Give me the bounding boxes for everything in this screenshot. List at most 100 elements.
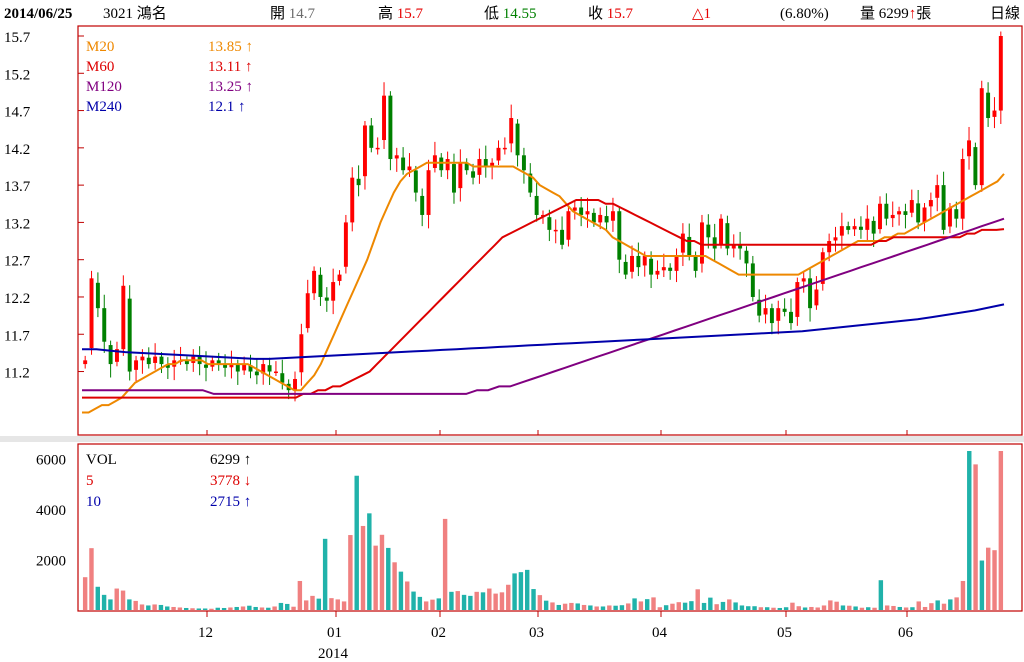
candle-body (134, 360, 139, 370)
price-tick-label: 11.7 (4, 328, 30, 344)
legend-name-m60: M60 (86, 59, 114, 75)
volume-bar (771, 607, 776, 610)
candle-body (858, 226, 863, 230)
x-tick-label: 12 (198, 625, 213, 641)
volume-bar (676, 602, 681, 610)
volume-bar (670, 603, 675, 610)
header-date: 2014/06/25 (4, 6, 73, 22)
vol-legend-value: 2715 ↑ (210, 494, 251, 510)
candle-body (153, 356, 158, 363)
volume-bar (411, 591, 416, 610)
x-tick-label: 06 (898, 625, 914, 641)
volume-bar (720, 601, 726, 610)
volume-tick-label: 4000 (36, 503, 66, 519)
candle-body (903, 211, 908, 215)
candle-body (184, 360, 189, 365)
candle-body (884, 203, 889, 219)
volume-bar (891, 605, 896, 610)
candle-body (305, 293, 310, 329)
candle-body (941, 185, 946, 230)
volume-bar (82, 577, 88, 610)
candle-body (509, 118, 514, 144)
candle-body (630, 255, 634, 272)
candle-body (458, 162, 463, 189)
candle-body (878, 203, 882, 230)
candle-body (471, 171, 476, 178)
volume-bar (423, 601, 429, 610)
volume-bar (701, 602, 707, 610)
candle-body (992, 110, 997, 117)
price-tick-label: 12.7 (4, 254, 31, 270)
candle-body (337, 274, 342, 281)
candle-body (229, 364, 234, 368)
volume-bar (518, 572, 524, 610)
candle-body (159, 356, 164, 365)
volume-bar (398, 571, 404, 610)
ma-line-m120 (82, 217, 1005, 395)
candle-body (699, 222, 704, 264)
candle-body (375, 147, 380, 150)
volume-bar (556, 604, 561, 610)
legend-value-m240: 12.1 ↑ (208, 99, 246, 115)
volume-bar (954, 597, 959, 610)
candle-body (668, 267, 673, 271)
candle-body (897, 211, 902, 215)
price-tick-label: 15.2 (4, 67, 30, 83)
volume-bar (840, 605, 846, 610)
volume-bar (474, 591, 479, 610)
price-tick-label: 14.7 (4, 105, 31, 121)
volume-bar (809, 606, 814, 610)
volume-bar (600, 606, 606, 610)
volume-bar (562, 603, 568, 610)
volume-tick-label: 2000 (36, 554, 66, 570)
candle-body (426, 170, 431, 215)
candle-body (693, 255, 698, 271)
candle-body (973, 147, 978, 186)
x-axis-year: 2014 (318, 646, 349, 662)
candle-body (242, 364, 247, 371)
candle-body (725, 223, 730, 249)
volume-bar (266, 607, 271, 610)
candle-body (909, 200, 914, 213)
candle-body (585, 211, 590, 215)
volume-bar (139, 604, 145, 610)
volume-bar (941, 603, 947, 610)
volume-bar (272, 606, 277, 610)
candle-body (534, 195, 539, 215)
candle-body (623, 261, 628, 275)
candle-body (852, 226, 857, 230)
volume-bar (405, 581, 410, 610)
candle-body (579, 207, 584, 215)
candle-body (528, 173, 533, 193)
candle-body (922, 207, 927, 223)
volume-bar (821, 605, 827, 610)
volume-bar (240, 606, 246, 610)
volume-bar (859, 607, 865, 610)
volume-bar (967, 451, 972, 610)
volume-bar (979, 560, 985, 610)
price-tick-label: 15.7 (4, 30, 31, 46)
volume-bar (998, 451, 1004, 610)
legend-value-m60: 13.11 ↑ (208, 59, 252, 75)
candle-body (642, 255, 647, 266)
candle-body (890, 214, 895, 219)
x-tick-label: 05 (777, 625, 792, 641)
volume-bar (708, 597, 713, 610)
vol-legend-value: 3778 ↓ (210, 473, 251, 489)
volume-bar (727, 599, 732, 610)
volume-bar (815, 607, 820, 610)
candle-body (649, 258, 654, 275)
candle-body (833, 237, 838, 241)
candle-body (750, 263, 755, 297)
volume-bar (689, 601, 694, 610)
price-panel-frame (77, 25, 1023, 436)
candle-body (954, 209, 959, 219)
volume-bar (626, 603, 631, 610)
header-stock: 3021 鴻名 (103, 6, 167, 22)
volume-bar (89, 548, 94, 610)
volume-unit: 張 (916, 6, 932, 22)
candle-body (89, 278, 94, 349)
volume-bar (777, 607, 783, 610)
candle-body (967, 140, 971, 157)
